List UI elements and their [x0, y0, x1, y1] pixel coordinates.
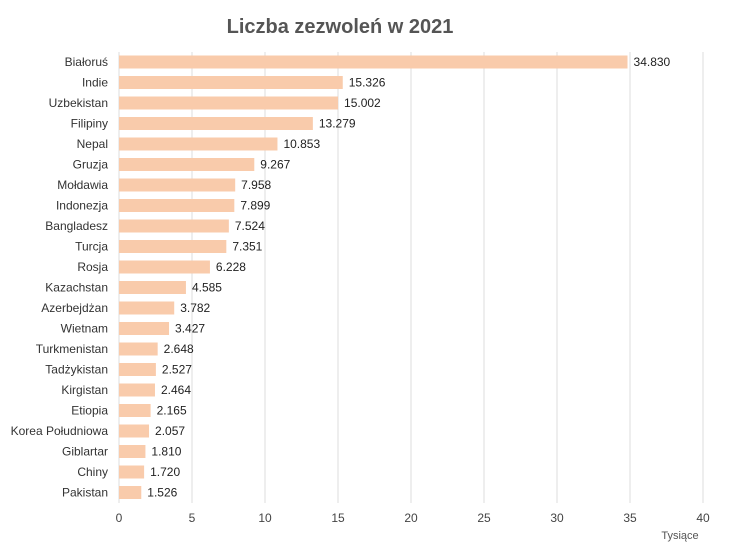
category-label: Etiopia — [71, 404, 108, 418]
category-label: Bangladesz — [45, 219, 108, 233]
data-label: 2.648 — [164, 342, 194, 356]
bar — [119, 240, 227, 253]
value-labels: 34.830 15.326 15.002 13.279 10.853 9.267 7.958… — [147, 55, 670, 500]
x-tick-label: 35 — [623, 511, 637, 525]
bar — [119, 383, 155, 397]
category-label: Białoruś — [65, 55, 108, 69]
category-label: Kirgistan — [61, 383, 108, 397]
bars — [119, 55, 628, 499]
data-label: 2.527 — [162, 363, 192, 377]
grid-lines — [118, 52, 704, 503]
data-label: 3.782 — [180, 301, 210, 315]
bar — [119, 76, 343, 89]
bar — [119, 117, 313, 130]
data-label: 7.351 — [232, 240, 262, 254]
x-tick-label: 0 — [116, 511, 123, 525]
bar — [119, 465, 145, 479]
data-label: 13.279 — [319, 117, 356, 131]
bar — [119, 301, 175, 315]
data-label: 2.464 — [161, 383, 191, 397]
data-label: 9.267 — [260, 158, 290, 172]
category-label: Turkmenistan — [36, 342, 108, 356]
bar — [119, 322, 170, 335]
bar — [119, 199, 235, 212]
bar — [119, 342, 158, 356]
category-label: Pakistan — [62, 486, 108, 500]
category-label: Giblartar — [62, 445, 108, 459]
bar — [119, 486, 142, 499]
category-label: Indonezja — [56, 199, 108, 213]
category-label: Azerbejdżan — [41, 301, 108, 315]
data-label: 6.228 — [216, 260, 246, 274]
bar — [119, 96, 339, 110]
bar — [119, 178, 236, 192]
data-label: 15.002 — [344, 96, 381, 110]
bar — [119, 55, 628, 69]
category-labels: Białoruś Indie Uzbekistan Filipiny Nepal Gruz… — [11, 55, 109, 500]
category-label: Indie — [82, 76, 108, 90]
category-label: Filipiny — [71, 117, 108, 131]
category-label: Wietnam — [61, 322, 108, 336]
data-label: 2.057 — [155, 424, 185, 438]
category-label: Rosja — [77, 260, 108, 274]
x-tick-label: 25 — [477, 511, 491, 525]
data-label: 1.526 — [147, 486, 177, 500]
x-axis-ticks: 0 5 10 15 20 25 30 35 40 — [116, 511, 710, 525]
category-label: Tadżykistan — [45, 363, 108, 377]
x-tick-label: 15 — [331, 511, 345, 525]
bar — [119, 260, 210, 274]
category-label: Chiny — [77, 465, 108, 479]
data-label: 2.165 — [157, 404, 187, 418]
x-tick-label: 30 — [550, 511, 564, 525]
x-tick-label: 40 — [696, 511, 710, 525]
data-label: 1.720 — [150, 465, 180, 479]
bar — [119, 424, 150, 438]
bar — [119, 219, 229, 233]
category-label: Uzbekistan — [49, 96, 108, 110]
category-label: Mołdawia — [57, 178, 108, 192]
category-label: Turcja — [75, 240, 108, 254]
x-tick-label: 20 — [404, 511, 418, 525]
bar — [119, 158, 255, 171]
bar — [119, 404, 151, 417]
data-label: 1.810 — [151, 445, 181, 459]
category-label: Nepal — [77, 137, 108, 151]
category-label: Kazachstan — [45, 281, 108, 295]
x-tick-label: 10 — [258, 511, 272, 525]
data-label: 10.853 — [283, 137, 320, 151]
data-label: 4.585 — [192, 281, 222, 295]
data-label: 3.427 — [175, 322, 205, 336]
bar — [119, 363, 156, 376]
x-axis-unit-label: Tysiące — [661, 530, 698, 542]
data-label: 34.830 — [634, 55, 671, 69]
data-label: 15.326 — [349, 76, 386, 90]
chart-title: Liczba zezwoleń w 2021 — [226, 16, 454, 38]
data-label: 7.958 — [241, 178, 271, 192]
bar — [119, 137, 278, 151]
data-label: 7.524 — [235, 219, 265, 233]
category-label: Gruzja — [73, 158, 109, 172]
bar — [119, 445, 146, 458]
x-tick-label: 5 — [189, 511, 196, 525]
bar — [119, 281, 186, 294]
category-label: Korea Południowa — [11, 424, 109, 438]
data-label: 7.899 — [240, 199, 270, 213]
